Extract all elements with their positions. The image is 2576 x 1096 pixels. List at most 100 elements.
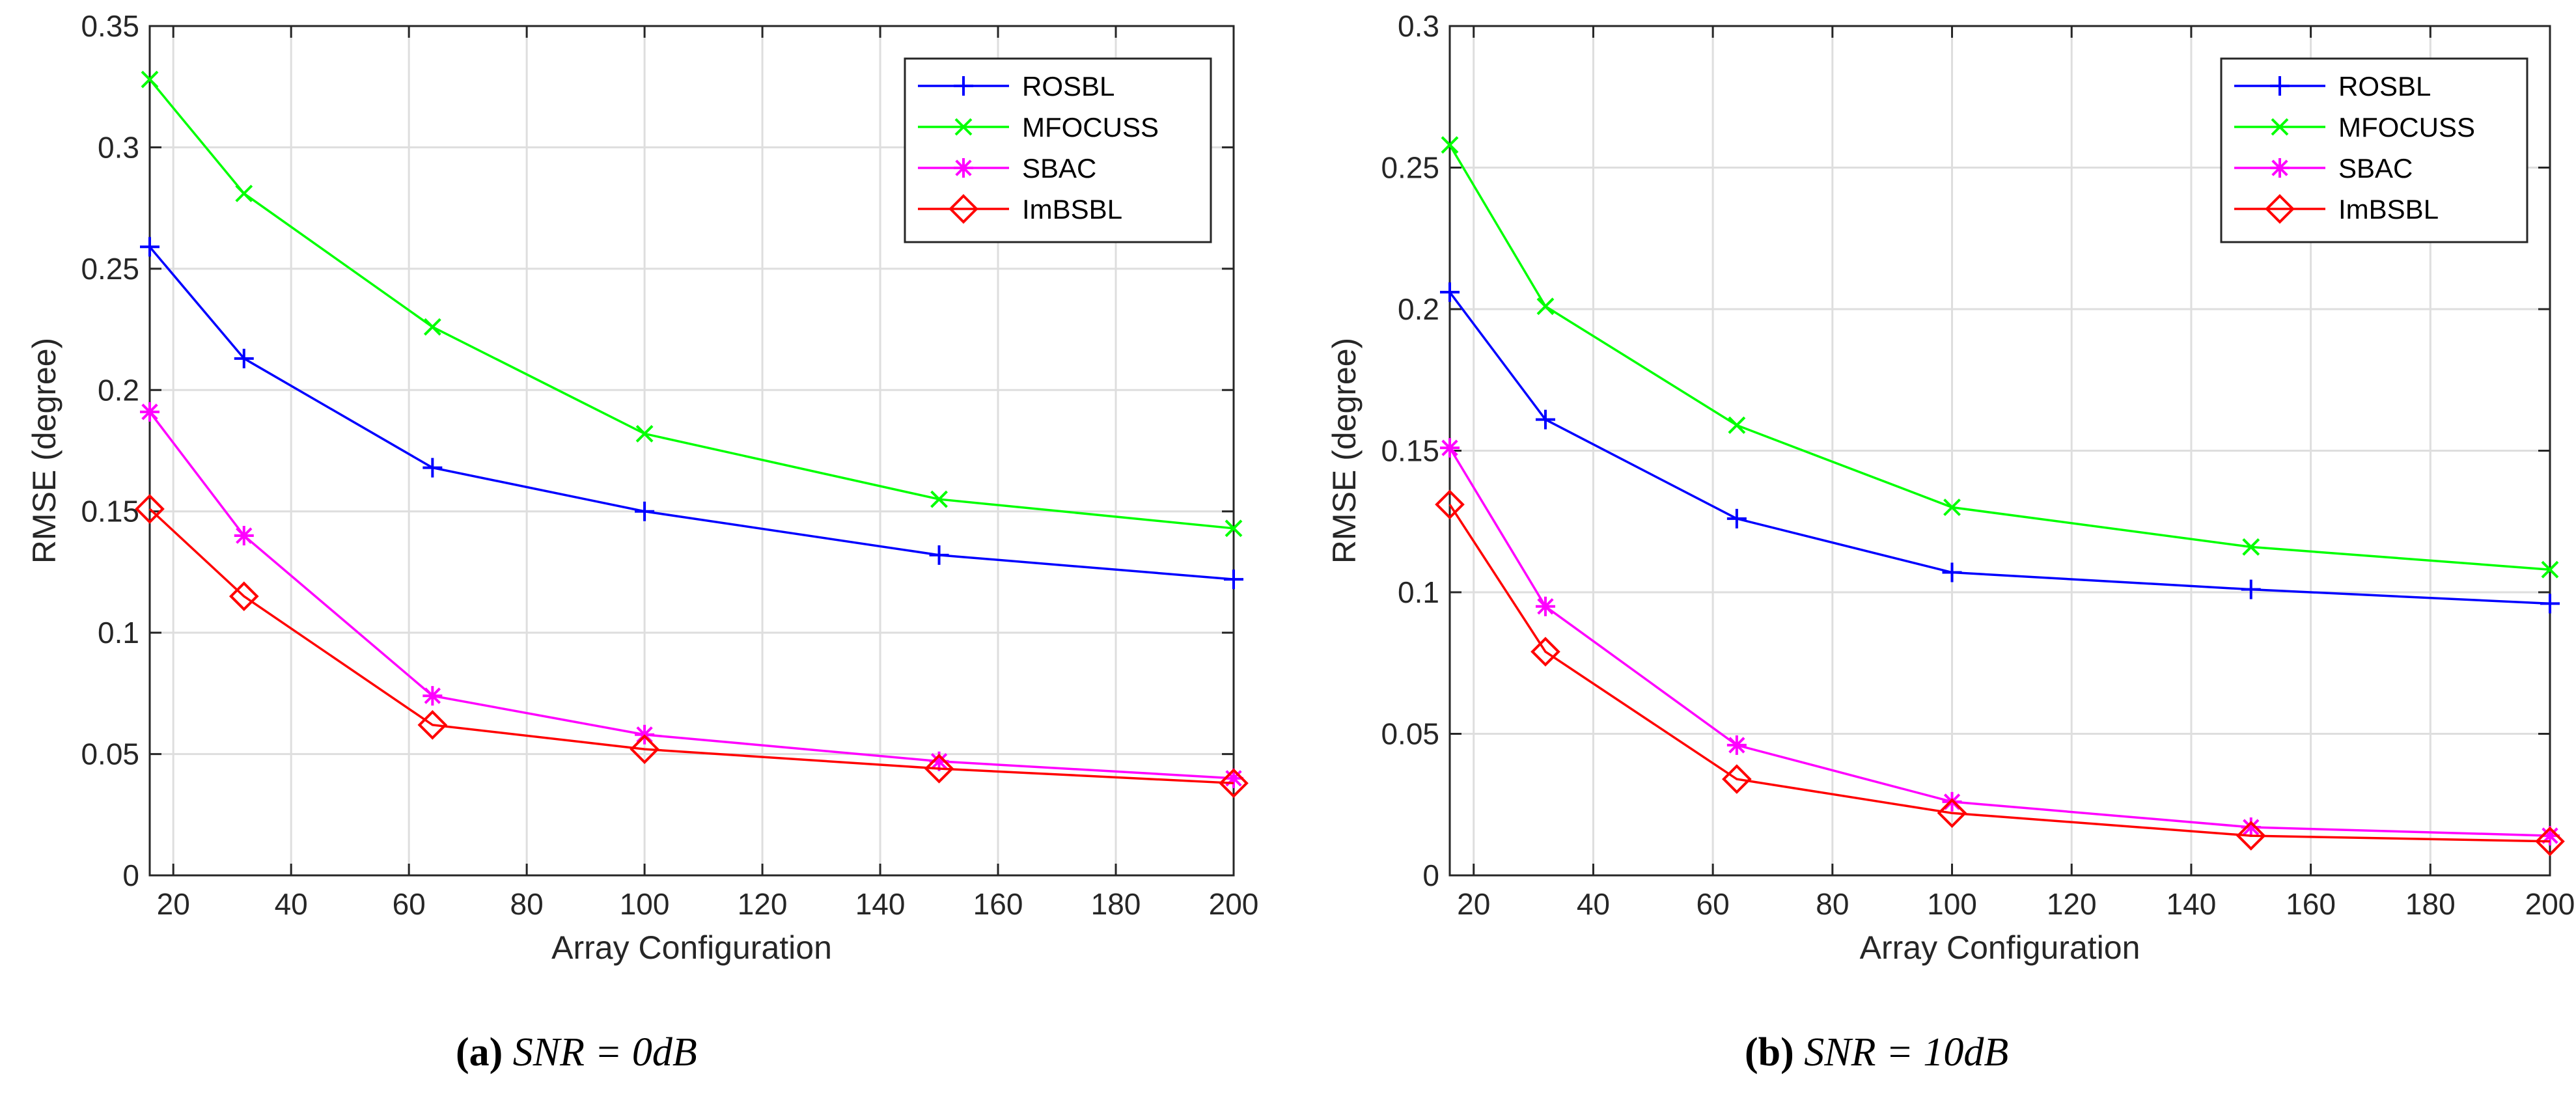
x-tick-label-a-2: 60 bbox=[393, 887, 426, 921]
caption-a-label: (a) bbox=[456, 1030, 503, 1075]
y-axis-label-a: RMSE (degree) bbox=[26, 338, 62, 564]
point-a-imbsbl-2 bbox=[417, 710, 448, 740]
point-b-rosbl-5 bbox=[2540, 594, 2560, 614]
legend-marker-a-imbsbl bbox=[949, 194, 978, 224]
point-a-mfocuss-3 bbox=[635, 424, 654, 443]
legend-label-b-imbsbl: ImBSBL bbox=[2338, 194, 2439, 225]
series-line-a-imbsbl bbox=[148, 508, 1234, 785]
legend-box-b bbox=[2220, 57, 2528, 243]
point-a-rosbl-2 bbox=[422, 458, 443, 478]
x-tick-label-b-9: 200 bbox=[2525, 887, 2575, 921]
x-tick-label-a-9: 200 bbox=[1209, 887, 1259, 921]
y-tick-label-a-1: 0.05 bbox=[81, 737, 139, 771]
point-a-imbsbl-1 bbox=[229, 581, 259, 612]
point-b-sbac-2 bbox=[1726, 735, 1747, 755]
y-tick-label-b-1: 0.05 bbox=[1381, 717, 1439, 751]
legend-label-b-mfocuss: MFOCUSS bbox=[2338, 112, 2475, 143]
point-a-rosbl-1 bbox=[234, 348, 254, 368]
x-tick-label-a-5: 120 bbox=[738, 887, 788, 921]
x-tick-label-a-0: 20 bbox=[157, 887, 190, 921]
x-tick-label-a-3: 80 bbox=[510, 887, 544, 921]
point-a-mfocuss-0 bbox=[141, 70, 159, 89]
y-tick-label-a-5: 0.25 bbox=[81, 252, 139, 286]
x-axis-label-b: Array Configuration bbox=[1860, 929, 2140, 966]
point-a-mfocuss-4 bbox=[930, 490, 948, 508]
x-axis-label-a: Array Configuration bbox=[551, 929, 832, 966]
series-line-b-imbsbl bbox=[1448, 504, 2551, 843]
x-tick-label-a-6: 140 bbox=[855, 887, 906, 921]
point-b-imbsbl-0 bbox=[1435, 489, 1465, 519]
y-tick-label-b-3: 0.15 bbox=[1381, 434, 1439, 468]
x-tick-label-b-0: 20 bbox=[1457, 887, 1490, 921]
series-line-b-mfocuss bbox=[1448, 144, 2551, 571]
point-a-imbsbl-5 bbox=[1219, 768, 1249, 799]
point-b-imbsbl-1 bbox=[1530, 637, 1560, 667]
point-b-rosbl-1 bbox=[1535, 409, 1555, 430]
point-b-imbsbl-2 bbox=[1722, 764, 1752, 794]
point-a-rosbl-0 bbox=[140, 237, 159, 257]
legend-label-a-sbac: SBAC bbox=[1022, 153, 1096, 184]
point-a-mfocuss-2 bbox=[423, 318, 441, 336]
point-a-sbac-0 bbox=[140, 402, 159, 422]
legend-marker-b-sbac bbox=[2270, 158, 2290, 178]
point-b-rosbl-4 bbox=[2241, 579, 2261, 599]
series-line-a-mfocuss bbox=[148, 78, 1234, 530]
point-b-mfocuss-0 bbox=[1441, 136, 1459, 154]
x-tick-label-a-8: 180 bbox=[1091, 887, 1141, 921]
point-a-imbsbl-4 bbox=[924, 754, 954, 784]
legend-marker-a-rosbl bbox=[954, 76, 973, 96]
series-line-b-sbac bbox=[1448, 447, 2551, 837]
x-tick-label-b-2: 60 bbox=[1697, 887, 1730, 921]
x-tick-label-b-5: 120 bbox=[2047, 887, 2097, 921]
x-tick-label-b-1: 40 bbox=[1577, 887, 1610, 921]
point-b-mfocuss-1 bbox=[1536, 297, 1555, 316]
point-b-rosbl-0 bbox=[1440, 282, 1460, 302]
x-tick-label-b-3: 80 bbox=[1816, 887, 1849, 921]
legend-label-a-mfocuss: MFOCUSS bbox=[1022, 112, 1159, 143]
caption-b-label: (b) bbox=[1745, 1030, 1794, 1075]
x-tick-label-b-8: 180 bbox=[2405, 887, 2456, 921]
point-b-imbsbl-5 bbox=[2535, 826, 2565, 856]
legend-marker-a-sbac bbox=[954, 158, 973, 178]
series-line-b-rosbl bbox=[1448, 291, 2551, 605]
point-b-imbsbl-3 bbox=[1937, 798, 1967, 829]
point-a-sbac-4 bbox=[929, 751, 949, 771]
chart-panel-b: 20 40 60 80 100 120 140 160 180 200 0 0.05 0.1 0.15 0.… bbox=[1326, 9, 2575, 966]
y-tick-label-a-6: 0.3 bbox=[98, 130, 139, 164]
y-tick-label-b-5: 0.25 bbox=[1381, 151, 1439, 185]
y-axis-label-b: RMSE (degree) bbox=[1326, 338, 1363, 564]
chart-panel-a: 20 40 60 80 100 120 140 160 180 200 0 0.05 0.1 0.15 0.… bbox=[26, 9, 1258, 966]
point-b-mfocuss-4 bbox=[2242, 538, 2260, 556]
legend-marker-b-rosbl bbox=[2270, 76, 2290, 96]
point-b-sbac-4 bbox=[2241, 817, 2261, 838]
x-tick-label-a-1: 40 bbox=[275, 887, 308, 921]
x-tick-label-a-4: 100 bbox=[620, 887, 670, 921]
point-b-sbac-5 bbox=[2540, 826, 2560, 846]
point-b-mfocuss-2 bbox=[1728, 416, 1746, 434]
caption-a-math: SNR = 0dB bbox=[512, 1030, 697, 1075]
caption-a: (a) SNR = 0dB bbox=[456, 1023, 697, 1082]
point-a-rosbl-3 bbox=[635, 501, 655, 521]
point-a-sbac-5 bbox=[1224, 768, 1243, 788]
point-b-mfocuss-3 bbox=[1943, 499, 1961, 516]
point-b-sbac-0 bbox=[1440, 438, 1460, 458]
x-tick-label-a-7: 160 bbox=[973, 887, 1023, 921]
series-line-a-rosbl bbox=[148, 246, 1234, 581]
point-b-sbac-1 bbox=[1535, 596, 1555, 616]
legend-marker-a-mfocuss bbox=[954, 118, 973, 136]
series-line-a-sbac bbox=[148, 411, 1234, 780]
charts-svg: 20 40 60 80 100 120 140 160 180 20000.050.10.150.… bbox=[26, 9, 2575, 966]
point-a-sbac-1 bbox=[234, 526, 254, 545]
x-tick-label-b-6: 140 bbox=[2167, 887, 2217, 921]
y-tick-label-b-6: 0.3 bbox=[1398, 9, 1439, 43]
y-tick-label-a-0: 0 bbox=[122, 858, 139, 892]
point-a-mfocuss-1 bbox=[235, 184, 253, 202]
y-tick-label-b-0: 0 bbox=[1422, 858, 1439, 892]
point-a-mfocuss-5 bbox=[1225, 519, 1243, 538]
point-b-mfocuss-5 bbox=[2541, 560, 2559, 579]
y-tick-label-b-4: 0.2 bbox=[1398, 292, 1439, 326]
legend-label-b-sbac: SBAC bbox=[2338, 153, 2413, 184]
point-a-imbsbl-0 bbox=[135, 494, 165, 524]
caption-b-math: SNR = 10dB bbox=[1804, 1030, 2009, 1075]
